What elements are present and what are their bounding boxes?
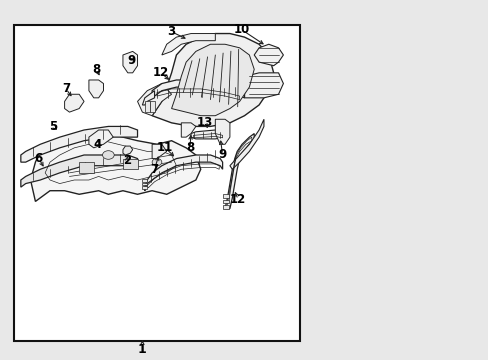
Polygon shape [171, 44, 254, 116]
Text: 9: 9 [127, 54, 136, 67]
Polygon shape [89, 130, 113, 148]
Polygon shape [224, 134, 254, 208]
Polygon shape [229, 119, 264, 169]
Polygon shape [142, 183, 147, 185]
Polygon shape [191, 130, 224, 139]
Text: 5: 5 [49, 120, 58, 133]
Polygon shape [222, 200, 228, 203]
Circle shape [102, 151, 114, 159]
Polygon shape [89, 80, 103, 98]
Text: 6: 6 [35, 152, 43, 165]
Polygon shape [122, 51, 137, 73]
Text: 8: 8 [92, 63, 100, 76]
Text: 8: 8 [185, 141, 194, 154]
Polygon shape [244, 73, 283, 98]
Text: 7: 7 [62, 82, 70, 95]
Polygon shape [21, 126, 137, 162]
Text: 11: 11 [157, 141, 173, 154]
Text: 10: 10 [233, 23, 250, 36]
Polygon shape [222, 194, 228, 198]
Circle shape [152, 158, 162, 166]
Polygon shape [30, 130, 201, 202]
Bar [14, 24, 300, 341]
Polygon shape [144, 155, 222, 191]
Polygon shape [162, 33, 215, 55]
Text: 12: 12 [152, 66, 169, 79]
Text: 1: 1 [138, 343, 146, 356]
Polygon shape [21, 155, 137, 187]
Polygon shape [152, 80, 244, 98]
Polygon shape [122, 158, 137, 169]
Text: 9: 9 [218, 148, 226, 162]
Text: 3: 3 [167, 25, 175, 38]
Polygon shape [222, 205, 228, 208]
Polygon shape [152, 144, 166, 158]
Polygon shape [149, 102, 154, 112]
Text: 7: 7 [150, 163, 158, 176]
Polygon shape [254, 44, 283, 66]
Polygon shape [152, 33, 273, 126]
Polygon shape [79, 162, 94, 173]
Polygon shape [142, 179, 147, 182]
Text: 4: 4 [93, 138, 101, 151]
Polygon shape [64, 94, 84, 112]
Text: 13: 13 [196, 116, 212, 129]
Polygon shape [215, 119, 229, 144]
Polygon shape [137, 84, 171, 116]
Polygon shape [142, 91, 154, 105]
Polygon shape [122, 146, 132, 155]
Polygon shape [144, 102, 149, 112]
Polygon shape [181, 123, 196, 137]
Polygon shape [142, 186, 147, 189]
Text: 2: 2 [122, 154, 131, 167]
Text: 12: 12 [229, 193, 246, 206]
